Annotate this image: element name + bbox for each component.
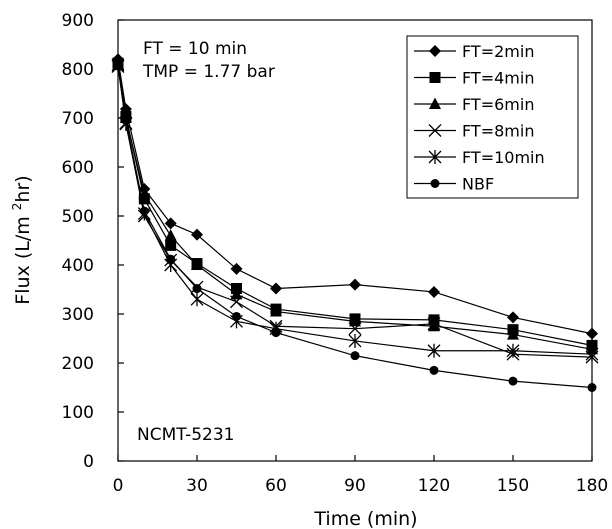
y-axis-ticks: 0 100 200 300 400 500 600 700 800 900 xyxy=(62,11,124,472)
legend-marker xyxy=(428,150,442,164)
data-point xyxy=(508,376,518,386)
data-point xyxy=(166,254,176,264)
y-tick-label: 800 xyxy=(62,60,94,80)
data-point xyxy=(429,365,439,375)
annotation-ft: FT = 10 min xyxy=(143,39,247,59)
x-axis-title: Time (min) xyxy=(313,508,417,529)
x-tick-label: 180 xyxy=(576,476,608,496)
data-point xyxy=(230,262,243,275)
legend-marker xyxy=(429,97,441,109)
data-point xyxy=(192,284,202,294)
data-point xyxy=(190,292,204,307)
y-tick-label: 100 xyxy=(62,403,94,423)
annotation-membrane: NCMT-5231 xyxy=(137,425,234,445)
data-point xyxy=(428,319,440,332)
data-point xyxy=(230,287,243,300)
y-tick-label: 0 xyxy=(83,452,94,472)
data-point xyxy=(191,258,203,270)
legend-label: FT=4min xyxy=(462,69,534,88)
data-point xyxy=(350,351,360,361)
data-point xyxy=(348,333,362,348)
data-point xyxy=(585,347,599,362)
annotation-tmp: TMP = 1.77 bar xyxy=(142,62,275,82)
legend-label: FT=10min xyxy=(462,148,545,167)
series-ft-2min xyxy=(112,53,598,340)
legend-item: FT=10min xyxy=(414,148,545,167)
y-tick-label: 200 xyxy=(62,354,94,374)
x-tick-label: 150 xyxy=(497,476,529,496)
y-axis-title-sup: 2 xyxy=(10,203,24,211)
legend: FT=2min FT=4min FT=6min FT=8min FT=10min NBF xyxy=(414,42,545,194)
data-point xyxy=(121,115,131,125)
x-axis-ticks: 0 30 60 90 120 150 180 xyxy=(113,455,608,496)
data-point xyxy=(349,278,361,291)
data-point xyxy=(427,343,441,358)
y-axis-title-tail: hr) xyxy=(12,175,34,202)
data-point xyxy=(164,217,177,230)
legend-label: NBF xyxy=(462,175,494,194)
data-point xyxy=(507,311,519,324)
legend-marker xyxy=(429,72,441,83)
legend-marker xyxy=(428,124,442,137)
data-point xyxy=(348,322,362,336)
data-point xyxy=(349,314,361,327)
data-point xyxy=(586,327,598,340)
data-point xyxy=(506,343,520,358)
y-axis-title-main: Flux (L/m xyxy=(12,216,34,304)
y-axis-title: Flux (L/m 2hr) xyxy=(10,175,34,304)
legend-box xyxy=(406,35,579,199)
data-point xyxy=(428,285,440,298)
data-point xyxy=(139,206,149,216)
x-tick-label: 90 xyxy=(344,476,366,496)
y-tick-label: 900 xyxy=(62,11,94,31)
y-tick-label: 500 xyxy=(62,207,94,227)
data-point xyxy=(164,229,177,241)
data-point xyxy=(270,305,282,317)
y-tick-label: 600 xyxy=(62,158,94,178)
data-point xyxy=(270,282,282,295)
data-point xyxy=(113,57,123,67)
x-tick-label: 0 xyxy=(113,476,124,496)
legend-item: FT=4min xyxy=(414,69,534,88)
data-point xyxy=(230,295,243,309)
legend-item: FT=2min xyxy=(414,42,534,61)
y-tick-label: 300 xyxy=(62,305,94,325)
legend-label: FT=8min xyxy=(462,122,534,141)
legend-marker xyxy=(430,179,440,188)
legend-label: FT=2min xyxy=(462,42,534,61)
data-point xyxy=(232,311,241,321)
data-point xyxy=(507,328,519,340)
series-nbf xyxy=(113,57,597,392)
legend-label: FT=6min xyxy=(462,95,534,114)
x-tick-label: 60 xyxy=(265,476,287,496)
series-layer xyxy=(111,53,599,392)
x-tick-label: 30 xyxy=(186,476,208,496)
data-point xyxy=(165,239,177,251)
data-point xyxy=(271,328,281,338)
legend-marker xyxy=(429,45,441,57)
legend-item: FT=8min xyxy=(414,122,534,141)
legend-item: NBF xyxy=(414,175,494,194)
data-point xyxy=(191,228,203,241)
y-tick-label: 400 xyxy=(62,256,94,276)
x-tick-label: 120 xyxy=(418,476,450,496)
data-point xyxy=(587,383,597,392)
legend-item: FT=6min xyxy=(414,95,534,114)
y-tick-label: 700 xyxy=(62,109,94,129)
data-point xyxy=(427,317,441,331)
